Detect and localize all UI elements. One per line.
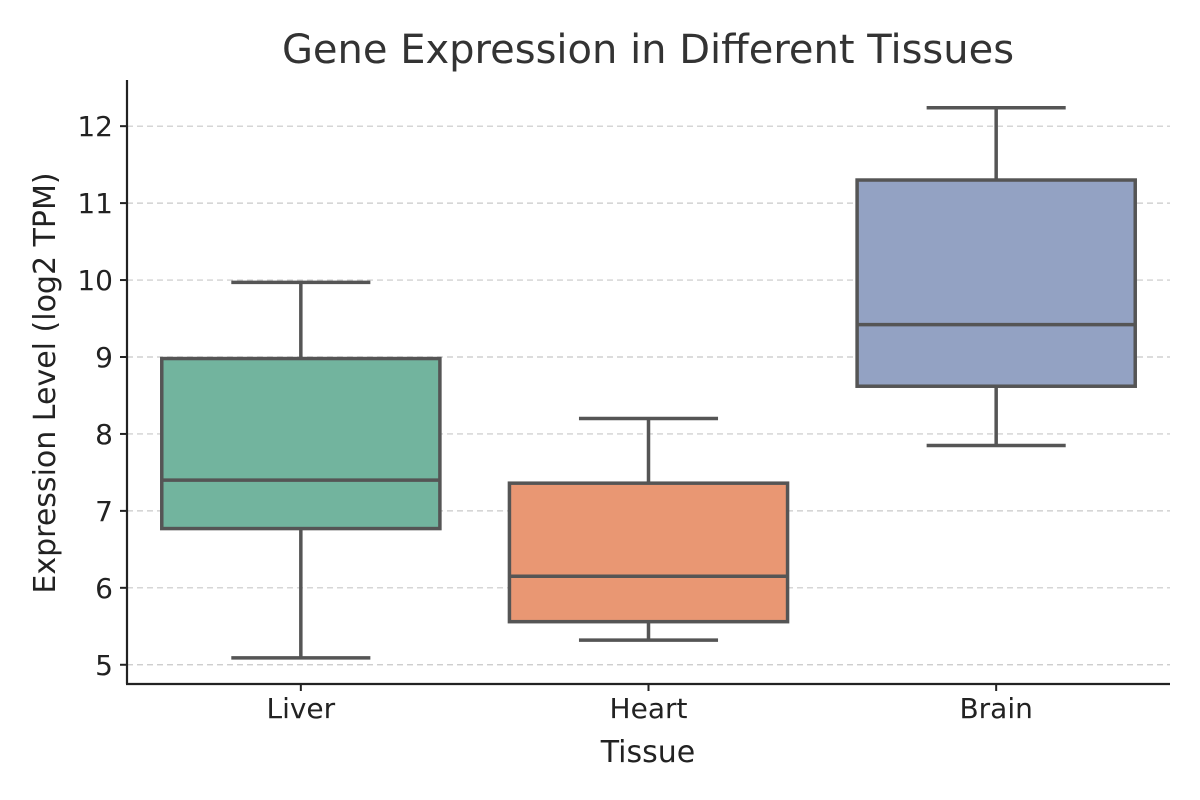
x-tick-label: Liver [266,692,335,725]
x-ticks: Liver Heart Brain [266,684,1033,725]
box-brain [855,105,1137,448]
y-tick-label: 6 [95,572,113,605]
x-axis-label: Tissue [600,735,695,770]
box-iqr [507,481,790,624]
y-tick-label: 7 [95,495,113,528]
y-tick-label: 5 [95,649,113,682]
x-tick-label: Heart [610,692,688,725]
y-axis-label: Expression Level (log2 TPM) [28,172,63,593]
box-heart [507,416,790,642]
boxes-layer [160,105,1137,660]
y-tick-label: 12 [77,110,113,143]
y-tick-label: 9 [95,341,113,374]
box-liver [160,280,442,660]
box-iqr [855,178,1137,388]
y-ticks: 5 6 7 8 9 10 11 12 [77,110,127,682]
y-tick-label: 11 [77,187,113,220]
x-tick-label: Brain [959,692,1032,725]
y-tick-label: 8 [95,418,113,451]
y-tick-label: 10 [77,264,113,297]
box-iqr [160,356,442,531]
chart-title: Gene Expression in Different Tissues [282,27,1014,73]
